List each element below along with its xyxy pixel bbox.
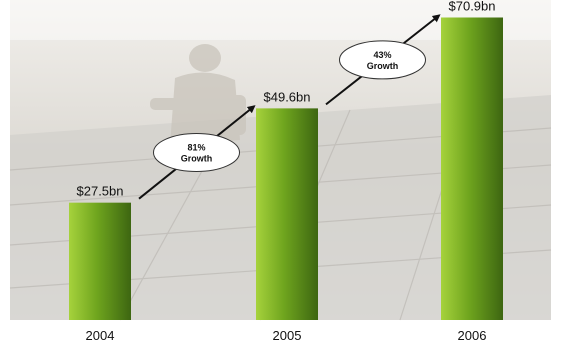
growth-annotation-text: 43% xyxy=(373,50,391,60)
growth-annotation-text: 81% xyxy=(187,143,205,153)
bar-2006 xyxy=(441,17,503,320)
growth-bubble-2004-2005 xyxy=(153,133,240,173)
x-tick-2006: 2006 xyxy=(458,328,487,343)
x-tick-2004: 2004 xyxy=(86,328,115,343)
data-label-2005: $49.6bn xyxy=(264,89,311,104)
growth-bubble-2005-2006 xyxy=(339,40,426,80)
labels-group: $27.5bn 2004 $49.6bn 2005 $70.9bn 2006 xyxy=(77,0,496,343)
bar-2004 xyxy=(69,202,131,320)
x-tick-2005: 2005 xyxy=(273,328,302,343)
data-label-2006: $70.9bn xyxy=(449,0,496,13)
growth-annotation-text: Growth xyxy=(181,154,213,164)
bars-group xyxy=(69,17,503,320)
data-label-2004: $27.5bn xyxy=(77,184,124,199)
bar-2005 xyxy=(256,108,318,320)
growth-annotation-text: Growth xyxy=(367,61,399,71)
